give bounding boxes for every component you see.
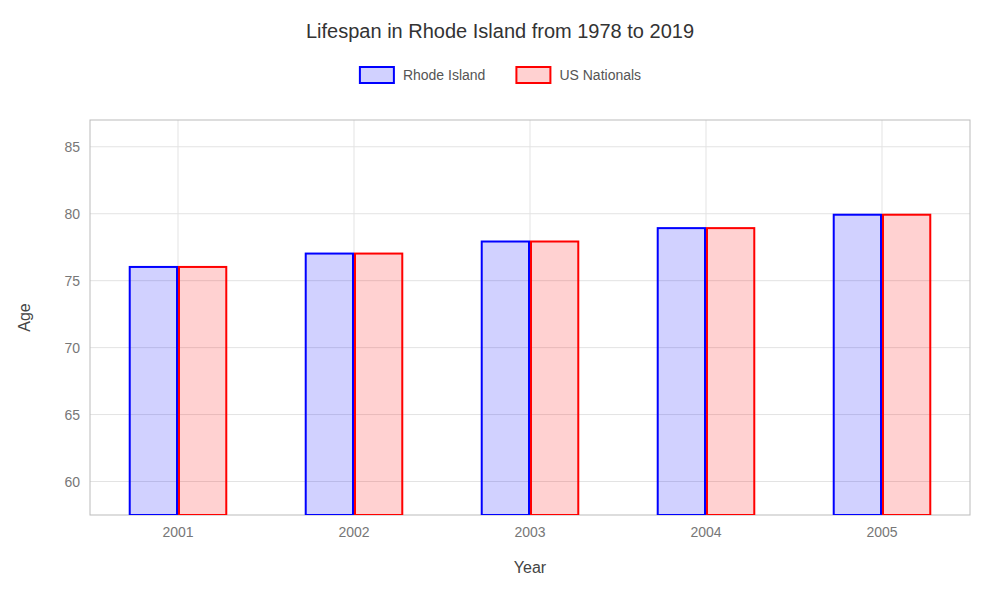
- legend-item: US Nationals: [516, 67, 641, 83]
- legend-label: US Nationals: [559, 67, 641, 83]
- x-tick-label: 2002: [338, 524, 369, 540]
- y-tick-label: 70: [64, 340, 80, 356]
- legend-label: Rhode Island: [403, 67, 486, 83]
- y-tick-label: 60: [64, 474, 80, 490]
- bar: [179, 267, 226, 515]
- bar: [707, 228, 754, 515]
- bar: [883, 215, 930, 515]
- y-tick-label: 85: [64, 139, 80, 155]
- legend-swatch: [516, 67, 550, 83]
- y-tick-label: 80: [64, 206, 80, 222]
- x-tick-label: 2003: [514, 524, 545, 540]
- y-axis-label: Age: [16, 303, 33, 332]
- x-tick-label: 2004: [690, 524, 721, 540]
- bar: [355, 254, 402, 515]
- bar: [834, 215, 881, 515]
- x-tick-label: 2005: [866, 524, 897, 540]
- bar: [482, 242, 529, 515]
- x-axis-label: Year: [514, 559, 547, 576]
- y-ticks: 60 65 70 75 80 85: [64, 139, 80, 490]
- legend: Rhode Island US Nationals: [360, 67, 641, 83]
- x-tick-label: 2001: [162, 524, 193, 540]
- bars: [130, 215, 931, 515]
- plot-frame: [90, 120, 970, 515]
- chart: Lifespan in Rhode Island from 1978 to 20…: [0, 0, 1000, 600]
- y-tick-label: 75: [64, 273, 80, 289]
- bar: [658, 228, 705, 515]
- bar: [531, 242, 578, 515]
- bar: [306, 254, 353, 515]
- grid: [90, 120, 970, 515]
- legend-item: Rhode Island: [360, 67, 486, 83]
- y-tick-label: 65: [64, 407, 80, 423]
- bar: [130, 267, 177, 515]
- x-ticks: 2001 2002 2003 2004 2005: [162, 524, 897, 540]
- legend-swatch: [360, 67, 394, 83]
- title: Lifespan in Rhode Island from 1978 to 20…: [306, 20, 694, 42]
